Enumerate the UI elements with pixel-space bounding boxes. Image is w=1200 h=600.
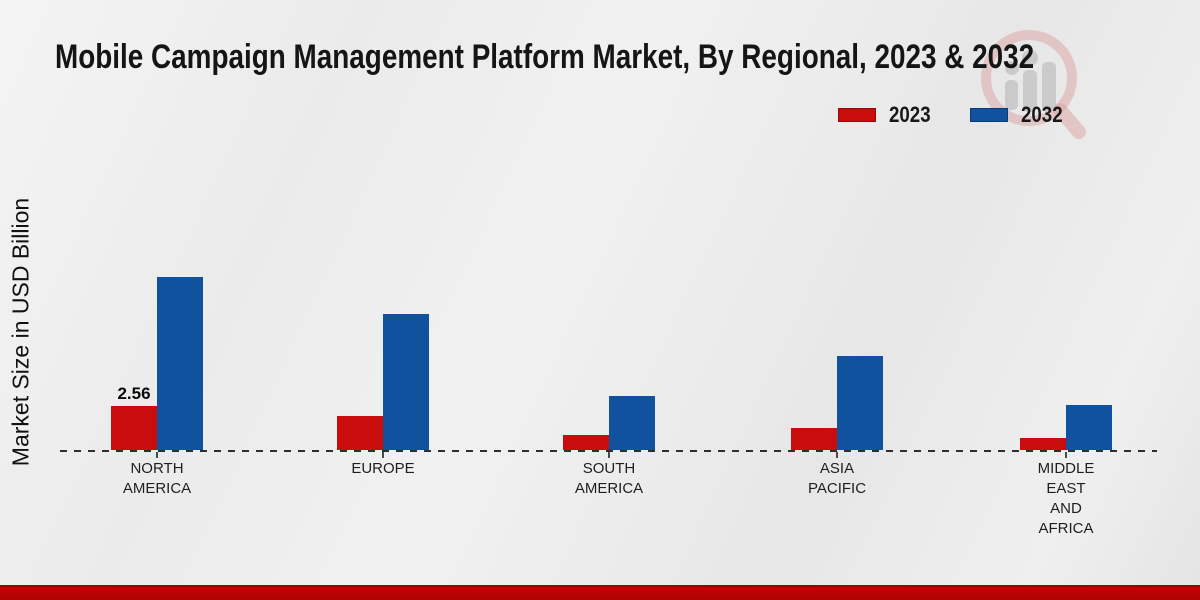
x-axis-tick [382,452,384,458]
category-label-europe: EUROPE [351,460,415,477]
page-title: Mobile Campaign Management Platform Mark… [55,38,1035,76]
legend-item-2032: 2032 [969,102,1070,128]
legend-item-2023: 2023 [838,102,938,128]
bar-2032-europe [383,314,429,450]
x-axis-tick [836,452,838,458]
legend: 2023 2032 [838,102,1102,128]
bar-2023-north-america [111,406,157,450]
category-label-north-america: NORTH AMERICA [122,460,192,497]
bar-2032-north-america [157,277,203,450]
bar-2032-asia-pacific [837,356,883,450]
magnifier-bar-chart-logo-icon [981,30,1086,139]
legend-label-2032: 2032 [1020,102,1063,127]
x-axis-tick [156,452,158,458]
bottom-accent-bar [0,585,1200,600]
bar-2023-south-america [563,435,609,450]
x-axis-tick [1065,452,1067,458]
category-label-south-america: SOUTH AMERICA [574,460,644,497]
category-label-asia-pacific: ASIA PACIFIC [807,460,867,497]
legend-swatch-2032 [969,108,1008,122]
bar-value-label: 2.56 [117,384,151,403]
bar-2023-asia-pacific [791,428,837,450]
bar-2023-middle-east-and-africa [1020,438,1066,450]
bar-2032-south-america [609,396,655,450]
legend-label-2023: 2023 [889,102,931,127]
bar-2032-middle-east-and-africa [1066,405,1112,450]
category-label-middle-east-and-africa: MIDDLE EAST AND AFRICA [1037,460,1095,537]
x-axis-tick [608,452,610,458]
x-axis-baseline [60,450,1157,452]
bar-2023-europe [337,416,383,450]
legend-swatch-2023 [838,108,876,122]
